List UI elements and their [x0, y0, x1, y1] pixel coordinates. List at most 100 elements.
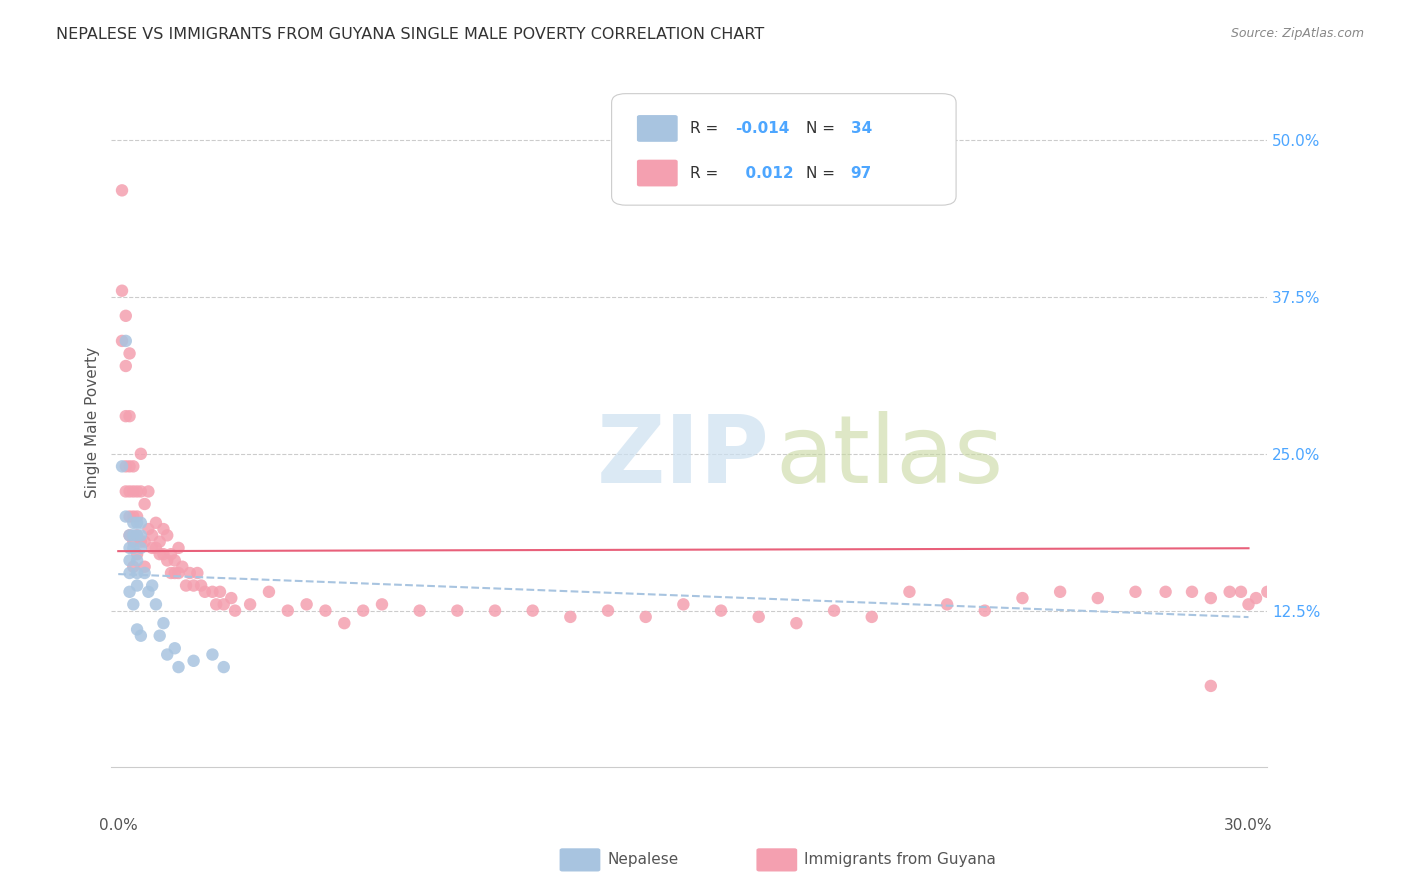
Point [129, 528, 152, 542]
Point [118, 509, 141, 524]
Point [114, 509, 136, 524]
Text: R =: R = [690, 166, 724, 180]
Point [172, 559, 194, 574]
Point [122, 534, 145, 549]
Point [145, 541, 167, 555]
Point [122, 541, 145, 555]
Point [138, 484, 160, 499]
Point [114, 334, 136, 348]
Point [127, 509, 149, 524]
Text: 34: 34 [851, 121, 872, 136]
Point [190, 578, 212, 592]
Point [114, 459, 136, 474]
Point [277, 604, 299, 618]
Text: N =: N = [806, 121, 839, 136]
Point [149, 629, 172, 643]
Point [111, 183, 134, 197]
Point [208, 584, 231, 599]
Point [1087, 591, 1109, 605]
Point [118, 459, 141, 474]
Point [129, 484, 152, 499]
Point [118, 528, 141, 542]
Point [785, 616, 807, 631]
Point [122, 509, 145, 524]
Point [860, 610, 883, 624]
Point [118, 566, 141, 580]
Point [156, 648, 179, 662]
Point [634, 610, 657, 624]
Point [122, 528, 145, 542]
Point [127, 578, 149, 592]
Text: N =: N = [806, 166, 839, 180]
Text: 30.0%: 30.0% [1225, 818, 1272, 832]
Point [205, 598, 228, 612]
Point [936, 598, 959, 612]
Point [1011, 591, 1033, 605]
Point [163, 553, 186, 567]
Point [295, 598, 318, 612]
Point [118, 541, 141, 555]
Point [314, 604, 336, 618]
Point [1154, 584, 1177, 599]
Point [127, 516, 149, 530]
Text: R =: R = [690, 121, 724, 136]
Point [118, 484, 141, 499]
Point [212, 598, 235, 612]
Point [149, 534, 172, 549]
Point [122, 598, 145, 612]
Point [118, 346, 141, 360]
Point [160, 547, 183, 561]
Point [167, 566, 190, 580]
Point [1237, 598, 1260, 612]
Point [127, 553, 149, 567]
Point [748, 610, 770, 624]
Point [152, 616, 174, 631]
Point [127, 623, 149, 637]
Point [114, 409, 136, 424]
Point [141, 528, 163, 542]
Point [973, 604, 995, 618]
Point [1125, 584, 1147, 599]
Text: Source: ZipAtlas.com: Source: ZipAtlas.com [1230, 27, 1364, 40]
Point [111, 284, 134, 298]
Point [122, 516, 145, 530]
Point [898, 584, 921, 599]
Point [118, 409, 141, 424]
Text: Immigrants from Guyana: Immigrants from Guyana [804, 853, 995, 867]
Point [118, 553, 141, 567]
Text: ZIP: ZIP [596, 411, 769, 503]
Point [167, 660, 190, 674]
Point [1244, 591, 1267, 605]
Point [127, 528, 149, 542]
Text: 97: 97 [851, 166, 872, 180]
Point [118, 584, 141, 599]
Point [183, 654, 205, 668]
Point [352, 604, 374, 618]
Point [138, 584, 160, 599]
Point [1181, 584, 1204, 599]
Point [134, 534, 156, 549]
Text: Nepalese: Nepalese [607, 853, 679, 867]
Point [219, 591, 242, 605]
Point [710, 604, 733, 618]
Point [145, 516, 167, 530]
Point [111, 459, 134, 474]
Point [1256, 584, 1278, 599]
Point [127, 547, 149, 561]
Point [1199, 591, 1222, 605]
Point [156, 528, 179, 542]
Point [560, 610, 582, 624]
Point [186, 566, 208, 580]
Point [127, 566, 149, 580]
Point [149, 547, 172, 561]
Point [183, 578, 205, 592]
Point [201, 648, 224, 662]
Point [122, 459, 145, 474]
Point [129, 541, 152, 555]
Text: 0.012: 0.012 [735, 166, 794, 180]
Point [239, 598, 262, 612]
Point [174, 578, 197, 592]
Point [333, 616, 356, 631]
Point [194, 584, 217, 599]
Point [163, 566, 186, 580]
